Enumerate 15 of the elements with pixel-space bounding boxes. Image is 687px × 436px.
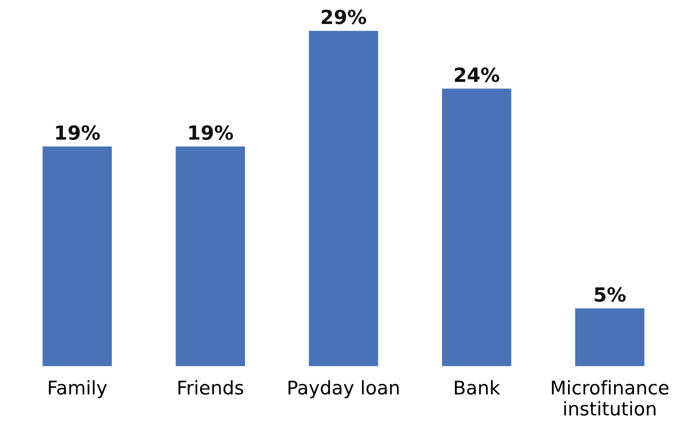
bar xyxy=(308,30,378,366)
data-label: 19% xyxy=(56,125,100,140)
bar xyxy=(442,88,512,366)
x-tick-label: Microfinance institution xyxy=(552,380,668,416)
data-label: 19% xyxy=(189,125,234,140)
data-label: 29% xyxy=(322,10,366,24)
x-tick-label: Family xyxy=(48,380,107,398)
bar xyxy=(575,308,644,366)
x-tick-label: Friends xyxy=(178,380,244,395)
bar xyxy=(176,146,245,366)
data-label: 5% xyxy=(594,287,626,302)
bar xyxy=(42,146,112,366)
x-tick-label: Payday loan xyxy=(288,380,399,398)
x-tick-label: Bank xyxy=(454,380,500,395)
data-label: 24% xyxy=(454,67,500,82)
